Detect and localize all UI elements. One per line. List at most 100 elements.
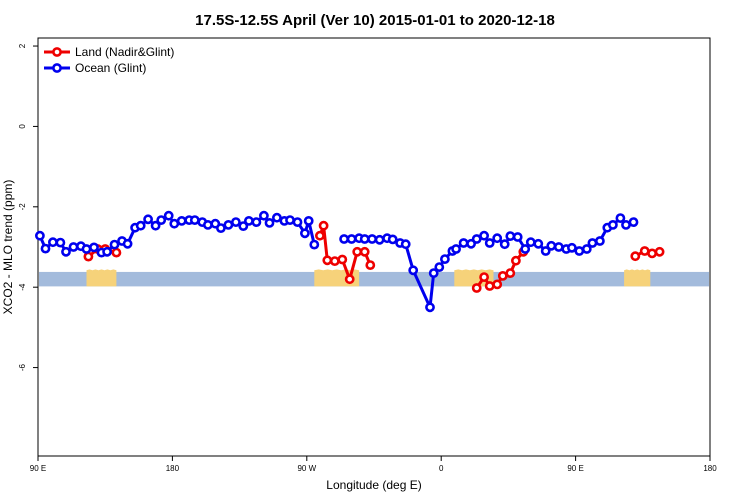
data-point bbox=[567, 242, 577, 253]
data-point bbox=[439, 254, 450, 264]
data-point bbox=[647, 248, 657, 259]
x-axis: 90 E 180 90 W 0 90 E 180 bbox=[30, 456, 717, 473]
legend-marker bbox=[52, 47, 62, 57]
data-point bbox=[55, 237, 66, 248]
data-point bbox=[309, 239, 320, 250]
plot-frame bbox=[37, 37, 711, 457]
data-point bbox=[628, 217, 639, 227]
y-axis: 2 0 -2 -4 -6 bbox=[18, 43, 38, 371]
data-point bbox=[35, 230, 45, 241]
data-point bbox=[102, 246, 112, 257]
data-point bbox=[322, 255, 333, 266]
data-point bbox=[163, 210, 174, 221]
data-point bbox=[553, 242, 564, 252]
data-point bbox=[434, 262, 445, 272]
data-point bbox=[512, 232, 523, 242]
data-point bbox=[339, 234, 349, 244]
data-point bbox=[215, 223, 226, 233]
data-point bbox=[223, 219, 234, 230]
ocean-band bbox=[39, 271, 709, 287]
x-tick-label: 90 E bbox=[30, 464, 46, 473]
y-tick-label: 2 bbox=[18, 43, 27, 48]
data-point bbox=[189, 215, 200, 225]
x-tick-label: 180 bbox=[703, 464, 717, 473]
data-point bbox=[352, 246, 363, 257]
y-tick-label: -4 bbox=[18, 283, 27, 291]
data-point bbox=[581, 244, 592, 254]
data-point bbox=[143, 214, 153, 225]
data-point bbox=[505, 268, 516, 278]
data-point bbox=[471, 283, 482, 293]
data-point bbox=[111, 247, 122, 258]
data-point bbox=[48, 237, 58, 248]
data-point bbox=[318, 220, 329, 231]
legend-label: Land (Nadir&Glint) bbox=[75, 45, 174, 59]
data-point bbox=[122, 238, 133, 249]
series-line bbox=[344, 216, 635, 309]
data-point bbox=[243, 215, 254, 226]
data-point bbox=[346, 234, 357, 244]
data-point bbox=[408, 265, 419, 276]
data-point bbox=[89, 242, 99, 253]
data-point bbox=[428, 268, 439, 278]
data-point bbox=[492, 233, 503, 244]
data-point bbox=[68, 242, 79, 252]
data-point bbox=[499, 239, 510, 250]
data-point bbox=[344, 274, 355, 285]
legend-marker bbox=[52, 63, 62, 73]
data-point bbox=[630, 251, 641, 262]
data-point bbox=[587, 238, 598, 248]
data-point bbox=[337, 254, 348, 265]
data-point bbox=[230, 217, 241, 227]
data-point bbox=[83, 251, 94, 262]
x-tick-label: 90 E bbox=[567, 464, 583, 473]
x-tick-label: 90 W bbox=[297, 464, 316, 473]
data-point bbox=[505, 231, 516, 241]
series-layer bbox=[35, 210, 665, 313]
data-point bbox=[525, 237, 536, 248]
band-layer bbox=[39, 269, 709, 287]
data-point bbox=[546, 240, 557, 251]
data-point bbox=[479, 272, 489, 282]
data-point bbox=[303, 215, 314, 226]
data-point bbox=[471, 234, 482, 244]
data-point bbox=[615, 213, 626, 223]
data-point bbox=[109, 239, 120, 250]
y-axis-label: XCO2 - MLO trend (ppm) bbox=[1, 180, 15, 315]
data-point bbox=[621, 219, 631, 230]
data-point bbox=[150, 220, 161, 231]
data-point bbox=[176, 215, 187, 226]
data-point bbox=[314, 230, 325, 241]
data-point bbox=[374, 234, 385, 245]
data-point bbox=[654, 246, 665, 257]
data-point bbox=[359, 246, 370, 257]
land-band bbox=[86, 269, 117, 287]
data-point bbox=[497, 270, 508, 281]
data-point bbox=[299, 228, 310, 239]
data-point bbox=[285, 215, 295, 225]
y-tick-label: 0 bbox=[18, 124, 27, 129]
data-point bbox=[367, 234, 377, 244]
data-point bbox=[40, 243, 51, 254]
data-point bbox=[202, 219, 213, 230]
data-point bbox=[425, 302, 435, 313]
x-tick-label: 180 bbox=[166, 464, 180, 473]
data-point bbox=[458, 238, 469, 248]
data-point bbox=[533, 238, 544, 249]
data-point bbox=[492, 279, 503, 290]
data-point bbox=[479, 230, 489, 241]
data-point bbox=[271, 212, 282, 223]
x-tick-label: 0 bbox=[439, 464, 444, 473]
y-tick-label: -2 bbox=[18, 203, 27, 211]
land-band bbox=[624, 269, 651, 287]
data-point bbox=[595, 236, 605, 246]
data-point bbox=[251, 217, 262, 227]
data-point bbox=[574, 246, 585, 256]
data-point bbox=[608, 219, 618, 230]
data-point bbox=[400, 239, 411, 250]
chart-title: 17.5S-12.5S April (Ver 10) 2015-01-01 to… bbox=[195, 12, 555, 29]
data-point bbox=[135, 220, 146, 231]
data-point bbox=[484, 238, 495, 248]
legend-label: Ocean (Glint) bbox=[75, 61, 146, 75]
